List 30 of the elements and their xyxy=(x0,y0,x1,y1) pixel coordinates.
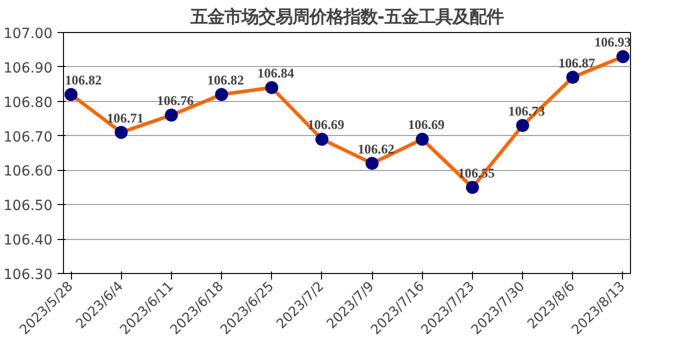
data-label: 106.84 xyxy=(257,66,294,81)
point xyxy=(366,156,379,170)
data-label: 106.69 xyxy=(408,117,445,132)
point xyxy=(215,88,228,101)
y-tick-label: 106.70 xyxy=(4,129,53,146)
y-tick-label: 106.30 xyxy=(4,267,53,283)
point xyxy=(265,81,278,94)
point xyxy=(566,70,580,84)
data-label: 106.71 xyxy=(106,110,144,126)
y-tick-label: 106.90 xyxy=(4,60,53,76)
chart-title: 五金市场交易周价格指数-五金工具及配件 xyxy=(189,8,504,28)
point xyxy=(315,132,328,146)
data-label: 106.82 xyxy=(207,72,244,88)
data-label: 106.69 xyxy=(308,117,345,132)
y-tick-label: 106.60 xyxy=(4,164,53,180)
y-tick-label: 107.00 xyxy=(4,26,53,42)
data-label: 106.76 xyxy=(157,93,194,108)
y-tick-label: 106.50 xyxy=(4,198,53,214)
point xyxy=(616,50,630,64)
data-label: 106.82 xyxy=(65,72,102,88)
data-label: 106.62 xyxy=(358,141,395,156)
point xyxy=(64,88,78,101)
y-tick-label: 106.80 xyxy=(4,94,53,111)
point xyxy=(114,126,128,139)
y-tick-label: 106.40 xyxy=(4,232,53,249)
point xyxy=(466,180,479,194)
point xyxy=(416,132,429,146)
point xyxy=(516,118,530,132)
data-label: 106.87 xyxy=(558,55,596,70)
point xyxy=(164,108,178,122)
